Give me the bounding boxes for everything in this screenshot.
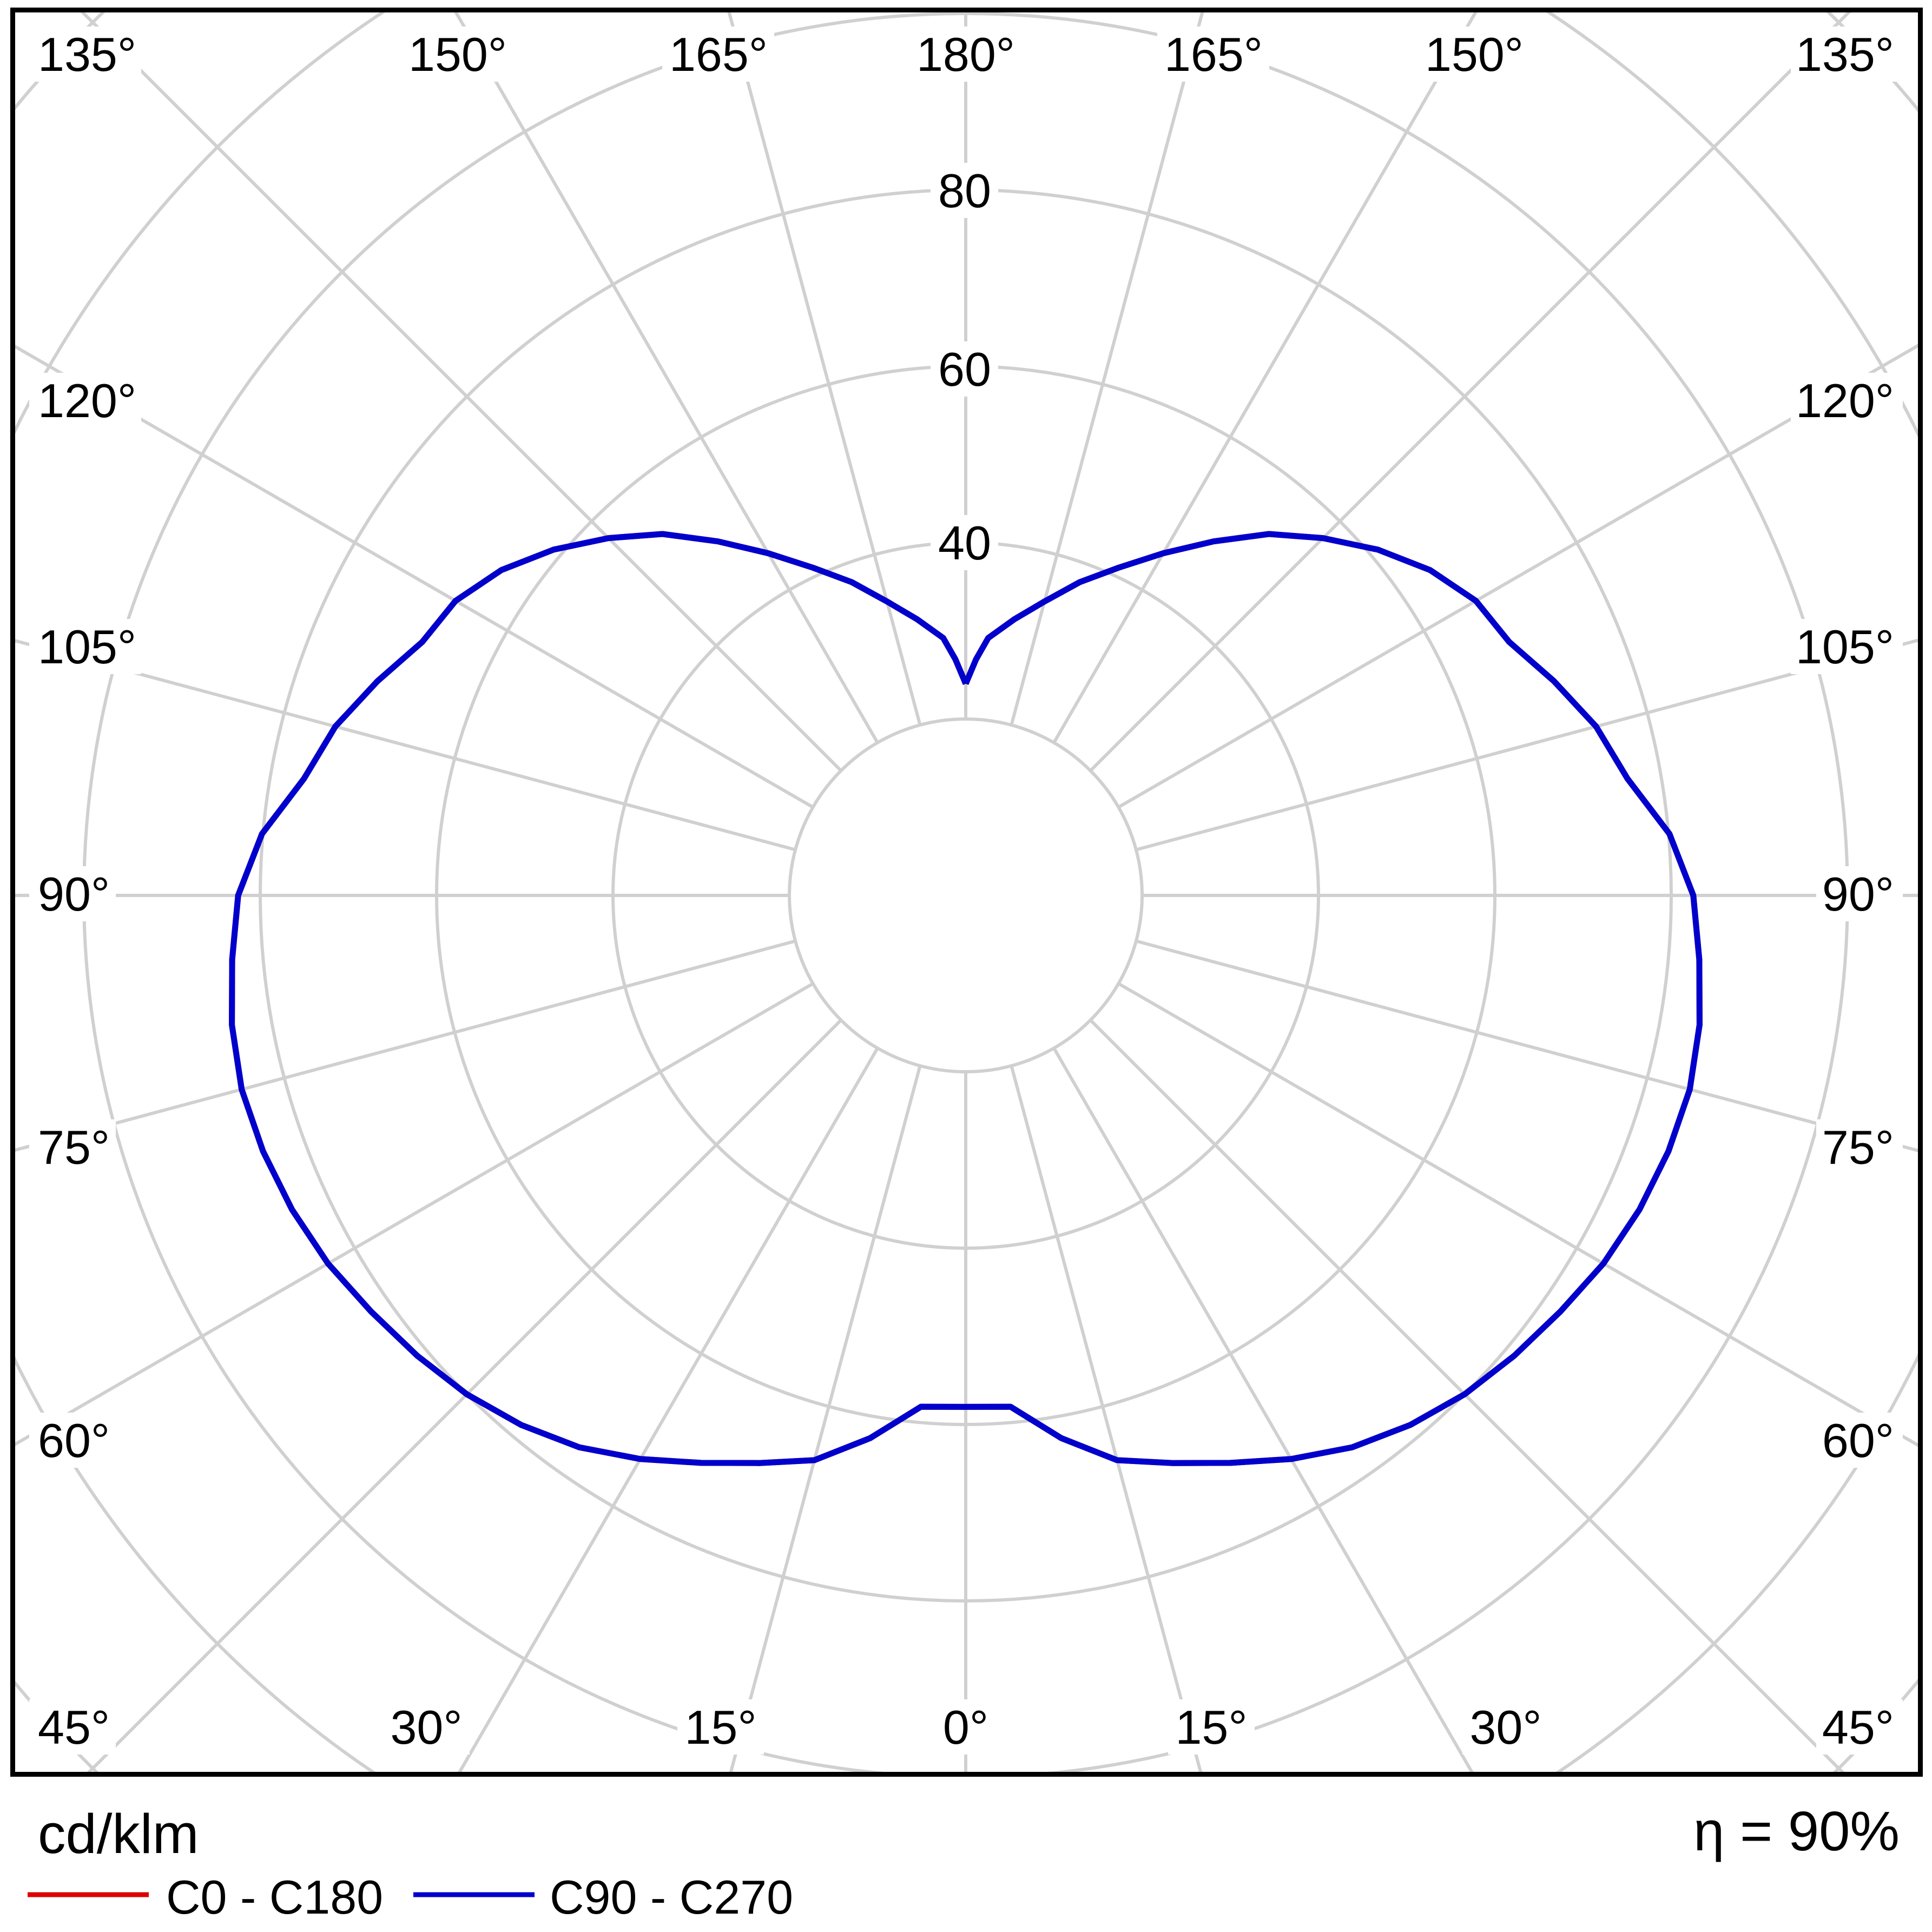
svg-text:135°: 135° (38, 28, 136, 81)
svg-text:105°: 105° (1796, 620, 1894, 674)
svg-text:40: 40 (938, 516, 991, 570)
svg-text:165°: 165° (1164, 28, 1263, 81)
svg-text:C0 - C180: C0 - C180 (166, 1870, 383, 1924)
svg-text:60°: 60° (38, 1414, 110, 1467)
svg-text:cd/klm: cd/klm (38, 1803, 199, 1865)
svg-text:15°: 15° (1175, 1700, 1247, 1754)
svg-text:60: 60 (938, 342, 991, 396)
svg-text:45°: 45° (38, 1700, 110, 1754)
svg-text:30°: 30° (1469, 1700, 1541, 1754)
svg-text:150°: 150° (408, 28, 507, 81)
svg-text:150°: 150° (1425, 28, 1524, 81)
svg-text:45°: 45° (1822, 1700, 1894, 1754)
svg-text:60°: 60° (1822, 1414, 1894, 1467)
svg-text:120°: 120° (38, 374, 136, 427)
svg-text:180°: 180° (916, 28, 1015, 81)
svg-text:η = 90%: η = 90% (1693, 1800, 1900, 1862)
svg-text:90°: 90° (38, 867, 110, 921)
svg-text:30°: 30° (390, 1700, 462, 1754)
svg-text:C90 - C270: C90 - C270 (550, 1870, 793, 1924)
svg-text:165°: 165° (669, 28, 768, 81)
svg-text:105°: 105° (38, 620, 136, 674)
svg-text:90°: 90° (1822, 867, 1894, 921)
svg-text:135°: 135° (1796, 28, 1894, 81)
svg-text:80: 80 (938, 164, 991, 217)
svg-text:120°: 120° (1796, 374, 1894, 427)
svg-text:75°: 75° (38, 1120, 110, 1174)
svg-text:15°: 15° (684, 1700, 756, 1754)
svg-text:0°: 0° (943, 1700, 988, 1754)
svg-text:75°: 75° (1822, 1120, 1894, 1174)
